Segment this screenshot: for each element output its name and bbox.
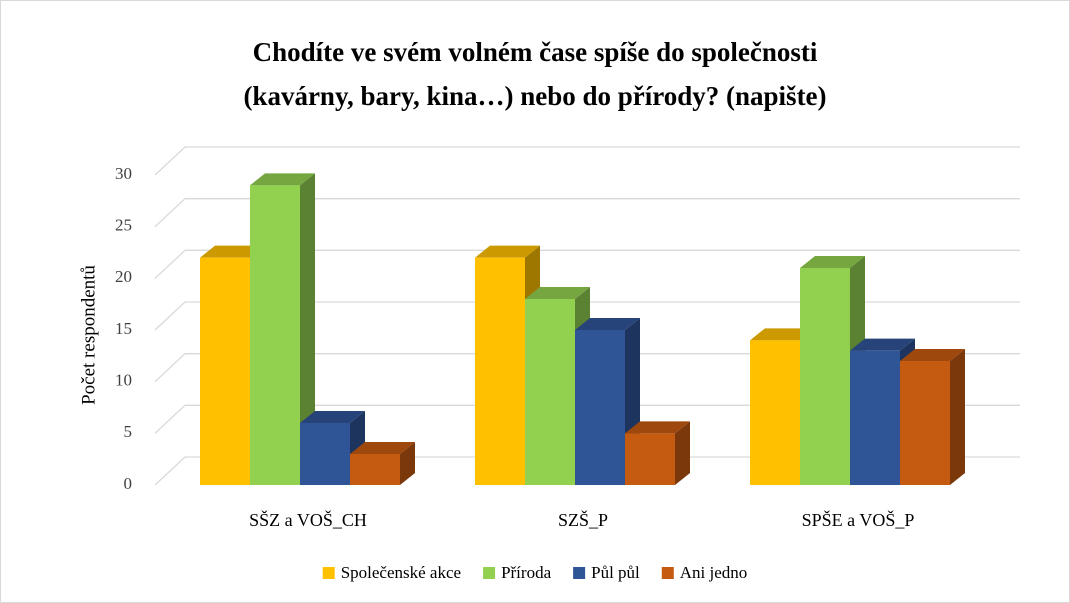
x-tick-label: SZŠ_P	[558, 509, 608, 530]
grid-line	[154, 301, 1020, 331]
bar-side	[300, 173, 315, 486]
bar-side	[950, 349, 965, 485]
legend-swatch	[661, 567, 674, 579]
bar	[800, 268, 850, 485]
bar-top	[250, 173, 315, 186]
bar-top	[200, 245, 265, 258]
x-tick-label: SŠZ a VOŠ_CH	[249, 509, 367, 530]
bar-top	[800, 256, 865, 268]
bar-top	[575, 318, 640, 330]
legend-label: Příroda	[501, 563, 552, 582]
bar	[475, 257, 525, 485]
legend-swatch	[483, 567, 496, 579]
legend-label: Ani jedno	[680, 563, 748, 582]
bar	[200, 257, 250, 485]
y-tick-label: 20	[115, 267, 132, 286]
bar-top	[750, 328, 815, 341]
bar	[750, 340, 800, 485]
grid-line	[154, 456, 1020, 486]
bar-top	[625, 421, 690, 434]
y-tick-label: 30	[115, 164, 132, 183]
bar	[300, 423, 350, 485]
bar	[625, 433, 675, 485]
bar-top	[350, 442, 415, 454]
legend-swatch	[573, 567, 586, 579]
bar-top	[525, 287, 590, 299]
y-tick-label: 10	[115, 371, 132, 390]
chart-title: (kavárny, bary, kina…) nebo do přírody? …	[243, 81, 826, 111]
bar-top	[300, 411, 365, 423]
legend-label: Půl půl	[591, 563, 640, 582]
bar	[525, 299, 575, 485]
y-tick-label: 15	[115, 319, 132, 338]
bar-top	[850, 338, 915, 351]
legend-swatch	[322, 567, 335, 579]
legend-label: Společenské akce	[341, 563, 461, 582]
y-tick-label: 0	[124, 474, 133, 493]
grid-line	[154, 198, 1020, 228]
bar	[575, 330, 625, 485]
bar	[900, 361, 950, 485]
bar	[850, 350, 900, 485]
grid-line	[154, 353, 1020, 383]
y-tick-label: 25	[115, 216, 132, 235]
grid-line	[154, 146, 1020, 176]
y-tick-label: 5	[124, 422, 133, 441]
x-tick-label: SPŠE a VOŠ_P	[802, 509, 915, 530]
bar-top	[475, 245, 540, 258]
grid-line	[154, 404, 1020, 434]
bar-side	[400, 442, 415, 485]
grid-line	[154, 249, 1020, 279]
chart-title: Chodíte ve svém volném čase spíše do spo…	[253, 37, 818, 67]
bar-side	[675, 421, 690, 485]
y-axis-label: Počet respondentů	[78, 265, 99, 405]
bar	[350, 454, 400, 485]
bar-top	[900, 349, 965, 361]
bar	[250, 185, 300, 486]
